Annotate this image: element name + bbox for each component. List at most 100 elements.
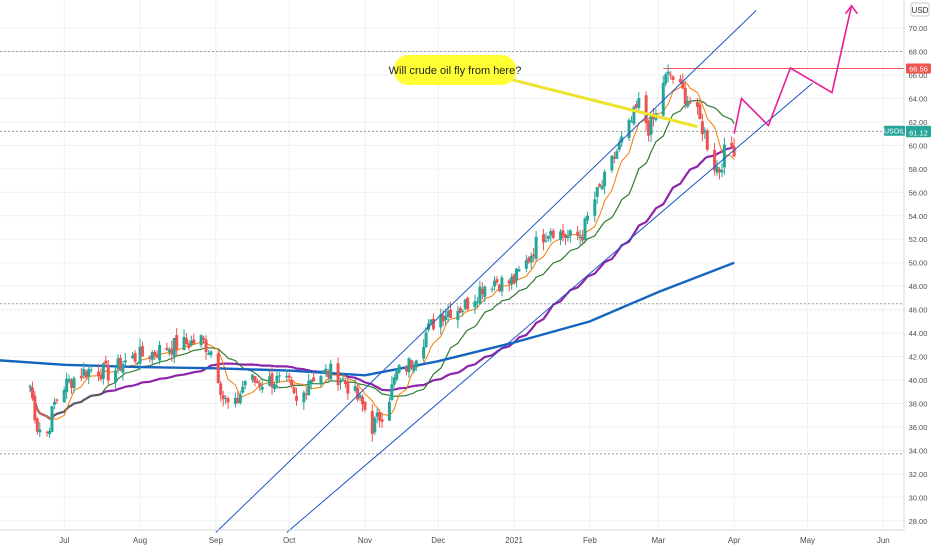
candle-body [216,353,220,383]
candle-body [446,311,450,317]
candle-body [510,276,514,285]
candle-body [647,120,651,136]
candle-body [444,316,448,321]
candle-body [101,363,105,379]
candle-body [664,74,668,84]
channel-lower-line[interactable] [286,82,813,533]
price-tick-label: 52.00 [909,235,928,244]
candle-body [629,121,633,123]
candle-body [140,346,144,357]
candle-body [598,184,602,187]
candle-body [715,166,719,173]
candle-body [253,376,257,383]
candle-body [106,364,110,381]
candle-body [720,170,724,173]
candle-body [637,98,641,108]
candle-body [30,387,34,399]
candle-body [285,376,289,378]
price-tick-label: 32.00 [909,470,928,479]
candle-body [287,375,291,378]
candle-body [409,360,413,369]
candle-body [118,357,122,371]
price-tick-label: 54.00 [909,212,928,221]
candle-body [412,366,416,372]
candle-body [209,351,213,356]
price-axis[interactable]: 28.00 30.00 32.00 34.00 36.00 38.00 40.00 42.00… [909,24,928,526]
candle-body [583,218,587,240]
price-tick-label: 70.00 [909,24,928,33]
candle-body [563,234,567,239]
candle-body [688,102,692,104]
candle-body [532,254,536,257]
candle-body [206,353,210,355]
candle-body [463,299,467,309]
candle-body [549,231,553,236]
time-tick-label: May [800,536,815,545]
price-badge-label: 61.12 [909,128,928,137]
currency-badge[interactable]: USD [910,2,930,17]
candle-body [67,379,71,382]
channel-upper-line[interactable] [215,10,757,533]
moving-averages [0,81,735,420]
candle-body [307,380,311,396]
candle-body [158,344,162,361]
candle-body [336,363,340,386]
candle-body [304,393,308,395]
candle-body [65,378,69,393]
ma-slow-line [28,145,735,420]
time-axis[interactable]: Jul Aug Sep Oct Nov Dec 2021 Feb Mar Apr May Jun [59,536,890,545]
candle-body [561,230,565,236]
candle-body [480,288,484,294]
candle-body [627,120,631,139]
price-tick-label: 38.00 [909,399,928,408]
candle-body [600,186,604,190]
candle-body [273,384,276,389]
candle-body [133,352,137,362]
candle-body [441,315,445,322]
candle-body [387,401,391,421]
candle-body [395,371,399,380]
candles [28,64,736,443]
price-tick-label: 48.00 [909,282,928,291]
candle-body [593,199,597,216]
candle-body [255,381,259,384]
candle-body [295,395,299,401]
candle-body [38,429,42,433]
candle-body [226,398,230,403]
candle-body [378,412,382,421]
price-tick-label: 42.00 [909,353,928,362]
candle-body [666,71,670,75]
candle-body [96,371,100,377]
candle-body [612,156,616,159]
candle-body [275,375,279,382]
price-tick-label: 46.00 [909,306,928,315]
candle-body [87,369,91,377]
projection-line[interactable] [733,5,853,134]
candle-body [615,151,619,159]
projection-arrowhead[interactable] [844,4,859,15]
time-tick-label: Apr [728,536,741,545]
candle-body [175,335,179,351]
candle-body [559,231,563,240]
candle-body [250,374,254,380]
symbol-badge-label: USOIL [884,129,905,136]
candle-body [493,280,497,287]
time-tick-label: Sep [209,536,224,545]
candle-body [321,370,325,374]
candle-body [397,365,401,373]
candle-body [581,236,585,241]
candle-body [165,347,169,350]
candle-body [449,309,453,318]
candle-body [123,360,127,363]
candle-body [497,284,501,291]
candle-body [309,379,313,384]
price-channel[interactable] [215,10,813,533]
time-tick-label: 2021 [505,536,523,545]
candle-body [392,377,396,385]
candle-body [527,257,531,263]
candle-body [370,410,374,434]
annotation-callout[interactable]: Will crude oil fly from here? [389,55,698,129]
projection-path[interactable] [733,4,859,134]
